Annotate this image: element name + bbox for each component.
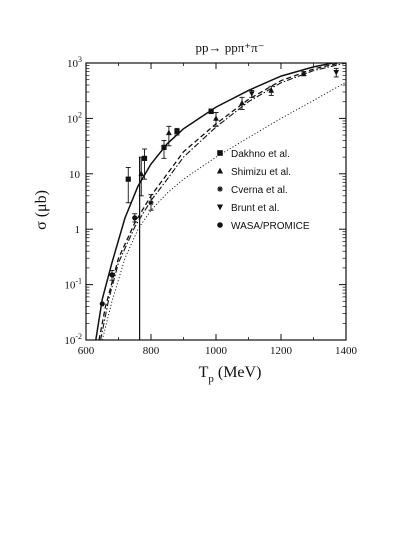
y-tick-label: 102 [67, 110, 82, 125]
y-tick-exponent: -1 [75, 277, 82, 286]
y-tick-label: 10-2 [64, 332, 82, 347]
data-point-shimizu-et-al [138, 170, 145, 177]
data-point-shimizu-et-al [239, 99, 245, 106]
legend-label: Cverna et al. [231, 185, 288, 196]
legend-label: Dakhno et al. [231, 149, 290, 160]
y-tick-exponent: 3 [78, 55, 82, 64]
x-tick-label: 1200 [270, 345, 293, 357]
legend-marker [217, 186, 223, 192]
x-axis-label-main: T [199, 364, 209, 381]
data-point-wasa-promice [99, 301, 105, 307]
data-point-dakhno-et-al [161, 144, 167, 150]
curve-solid [95, 63, 334, 340]
data-point-wasa-promice [132, 215, 138, 221]
y-tick-base: 10 [67, 113, 79, 125]
data-point-shimizu-et-al [166, 129, 172, 136]
y-axis-label: σ (μb) [33, 190, 50, 230]
x-tick-label: 600 [78, 345, 95, 357]
y-tick-base: 10 [64, 280, 76, 292]
y-tick-label: 10-1 [64, 277, 82, 292]
data-point-shimizu-et-al [213, 115, 219, 121]
chart-title: pp→ ppπ⁺π⁻ [195, 40, 264, 55]
y-tick-base: 10 [67, 58, 79, 70]
legend-marker [216, 204, 224, 211]
data-point-dakhno-et-al [208, 108, 214, 114]
y-tick-base: 1 [75, 224, 81, 236]
legend-label: Shimizu et al. [231, 167, 291, 178]
y-tick-exponent: 2 [78, 110, 82, 119]
y-tick-label: 10 [69, 169, 81, 181]
x-tick-label: 1000 [205, 345, 228, 357]
curve-dash-dot [100, 63, 346, 340]
y-tick-base: 10 [64, 335, 76, 347]
data-point-dakhno-et-al [174, 128, 180, 135]
data-point-brunt-et-al [248, 91, 255, 97]
legend-marker [216, 167, 224, 174]
plot-frame [85, 62, 347, 341]
data-point-dakhno-et-al [125, 176, 131, 182]
x-axis-label-sub: p [208, 373, 214, 385]
legend-marker [217, 150, 223, 156]
y-tick-base: 10 [69, 169, 81, 181]
x-axis-label: Tp (MeV) [199, 364, 262, 385]
legend-label: WASA/PROMICE [231, 221, 310, 232]
x-tick-label: 1400 [335, 345, 358, 357]
data-point-shimizu-et-al [268, 87, 275, 93]
x-tick-label: 800 [143, 345, 160, 357]
x-axis-label-unit: (MeV) [218, 364, 262, 381]
data-point-shimizu-et-al [300, 70, 307, 77]
curve-dotted [101, 81, 346, 340]
data-point-cverna-et-al [148, 200, 154, 206]
data-point-brunt-et-al [333, 69, 340, 76]
legend-marker [217, 222, 223, 228]
y-tick-exponent: -2 [75, 332, 82, 341]
data-point-wasa-promice [109, 272, 115, 278]
y-tick-label: 103 [67, 55, 82, 70]
legend-label: Brunt et al. [231, 203, 279, 214]
y-tick-label: 1 [75, 224, 81, 236]
legend: Dakhno et al. Shimizu et al. Cverna et al.… [216, 149, 310, 232]
curve-dashed [98, 63, 340, 340]
data-point-dakhno-et-al [141, 155, 148, 161]
